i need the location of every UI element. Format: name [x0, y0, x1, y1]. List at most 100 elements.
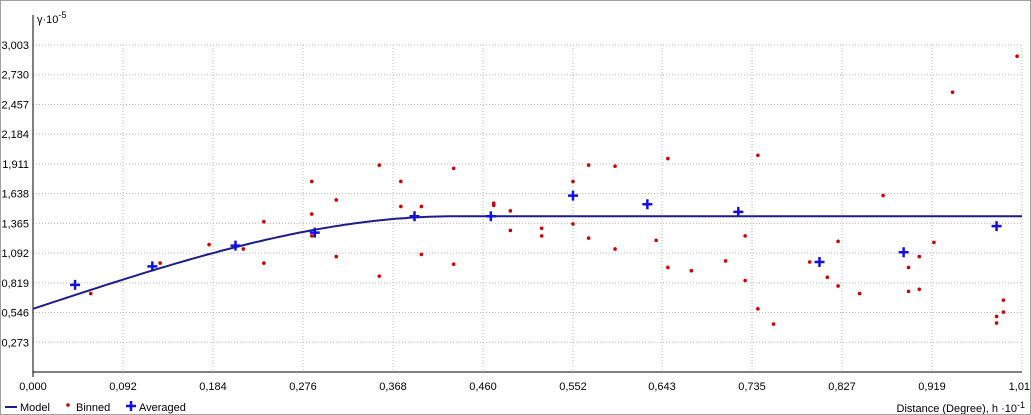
- binned-point: [743, 278, 747, 283]
- axes: [32, 15, 1022, 377]
- legend-averaged-swatch: [126, 401, 136, 411]
- binned-point: [158, 261, 162, 265]
- x-tick-label: 0,184: [199, 381, 227, 393]
- binned-point: [377, 163, 382, 167]
- binned-point: [571, 222, 575, 226]
- binned-point: [906, 289, 911, 294]
- binned-point: [451, 262, 456, 266]
- legend-model-label: Model: [20, 402, 50, 414]
- binned-point: [613, 247, 617, 251]
- binned-point: [399, 204, 403, 209]
- binned-point: [399, 179, 403, 184]
- averaged-point: [147, 261, 158, 272]
- x-tick-label: 0,643: [648, 381, 676, 393]
- binned-point: [539, 234, 544, 238]
- binned-point: [613, 164, 617, 168]
- y-tick-label: 1,092: [1, 248, 29, 260]
- y-axis-label: γ·10-5: [37, 10, 66, 26]
- binned-point: [309, 212, 314, 216]
- binned-point: [571, 179, 575, 184]
- averaged-point: [230, 240, 241, 251]
- averaged-point: [70, 279, 81, 290]
- x-tick-label: 0,460: [469, 381, 497, 393]
- binned-point: [377, 274, 382, 278]
- binned-point: [309, 234, 314, 238]
- x-tick-label: 1,011: [1009, 381, 1030, 393]
- averaged-point: [733, 206, 744, 217]
- binned-point: [771, 322, 776, 326]
- binned-point: [917, 254, 922, 259]
- binned-point: [1001, 298, 1006, 302]
- averaged-point: [567, 190, 578, 201]
- x-tick-label: 0,368: [379, 381, 407, 393]
- x-tick-label: 0,000: [19, 381, 47, 393]
- binned-point: [309, 179, 314, 184]
- binned-point: [207, 242, 211, 247]
- binned-point: [654, 238, 658, 243]
- binned-point: [419, 204, 424, 209]
- y-tick-label: 1,638: [1, 189, 29, 201]
- binned-point: [756, 153, 760, 158]
- binned-point: [857, 291, 862, 296]
- x-tick-label: 0,552: [559, 381, 587, 393]
- averaged-point: [991, 221, 1002, 232]
- x-ticks: 0,000 0,092 0,184 0,276 0,368 0,460 0,552 0,643…: [19, 381, 1030, 393]
- binned-point: [262, 219, 266, 224]
- binned-point: [586, 236, 591, 240]
- y-tick-label: 1,911: [2, 159, 29, 171]
- legend-binned-swatch: [66, 403, 70, 407]
- binned-point: [539, 226, 544, 231]
- binned-point: [881, 193, 885, 198]
- x-tick-label: 0,919: [918, 381, 946, 393]
- model-series: [32, 215, 1022, 310]
- binned-point: [241, 247, 246, 251]
- binned-point: [451, 166, 456, 171]
- y-tick-label: 3,003: [1, 40, 29, 52]
- binned-point: [743, 234, 747, 238]
- binned-point: [508, 209, 513, 213]
- binned-point: [666, 156, 670, 161]
- binned-point: [689, 268, 694, 273]
- averaged-point: [814, 257, 825, 268]
- binned-point: [906, 265, 911, 270]
- x-tick-label: 0,735: [738, 381, 766, 393]
- y-tick-label: 0,546: [1, 308, 29, 320]
- y-tick-label: 1,365: [1, 218, 29, 230]
- legend-averaged-label: Averaged: [139, 402, 186, 414]
- x-tick-label: 0,092: [109, 381, 137, 393]
- averaged-point: [309, 227, 320, 238]
- y-tick-label: 2,457: [1, 99, 29, 111]
- y-tick-label: 0,273: [1, 337, 29, 349]
- x-tick-label: 0,827: [828, 381, 856, 393]
- binned-point: [723, 259, 728, 263]
- binned-point: [807, 260, 812, 264]
- x-axis-label: Distance (Degree), h ·10-1: [897, 400, 1025, 414]
- binned-point: [1001, 310, 1006, 314]
- y-ticks: 0,273 0,546 0,819 1,092 1,365 1,638 1,911 2,184…: [1, 40, 29, 349]
- binned-point: [836, 284, 840, 288]
- binned-point: [334, 198, 339, 202]
- binned-point: [334, 254, 339, 259]
- averaged-point: [409, 211, 420, 222]
- binned-point: [994, 321, 999, 325]
- y-tick-label: 2,730: [1, 70, 29, 82]
- legend-binned-label: Binned: [76, 402, 110, 414]
- binned-point: [491, 203, 496, 208]
- legend: Model Binned Averaged: [5, 401, 186, 414]
- grid: [33, 44, 1023, 372]
- binned-point: [419, 252, 424, 257]
- averaged-point: [898, 247, 909, 258]
- binned-point: [666, 265, 670, 270]
- binned-point: [932, 240, 936, 245]
- binned-point: [508, 228, 513, 233]
- x-tick-label: 0,276: [289, 381, 317, 393]
- binned-point: [88, 291, 93, 296]
- binned-point: [836, 239, 840, 244]
- averaged-point: [642, 199, 653, 210]
- binned-point: [950, 90, 955, 94]
- binned-point: [586, 163, 591, 167]
- binned-point: [262, 261, 266, 265]
- binned-point: [1015, 54, 1019, 59]
